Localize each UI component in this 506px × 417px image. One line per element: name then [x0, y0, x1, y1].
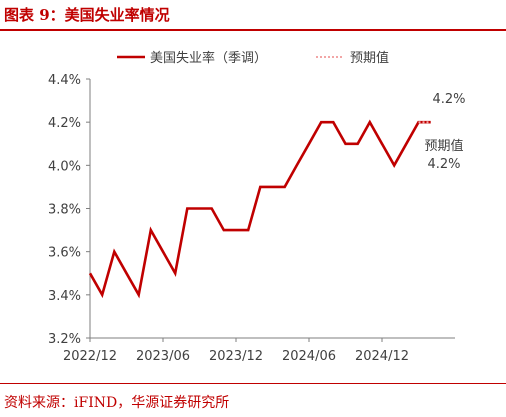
y-tick-label: 4.2%: [48, 116, 81, 131]
y-tick-label: 3.8%: [48, 203, 81, 218]
y-tick-label: 4.0%: [48, 159, 81, 174]
chart-axes: [89, 79, 455, 339]
unemployment-rate-line: [88, 119, 431, 299]
title-rule: [0, 29, 506, 31]
chart-legend: 美国失业率（季调） 预期值: [117, 50, 389, 66]
y-tick-label: 3.6%: [48, 246, 81, 261]
figure-title: 图表 9：美国失业率情况: [4, 6, 170, 24]
source-rule: [0, 383, 506, 384]
annotation-forecast-value: 4.2%: [427, 157, 460, 172]
unemployment-line-chart: 3.2% 3.4% 3.6% 3.8% 4.0% 4.2% 4.4% 2022/12 2023/…: [48, 50, 466, 364]
y-tick-label: 4.4%: [48, 73, 81, 88]
x-tick-label: 2023/06: [136, 349, 190, 364]
chart-series: [88, 119, 431, 299]
annotation-forecast-label: 预期值: [424, 138, 463, 154]
legend-label-unemployment: 美国失业率（季调）: [150, 50, 267, 66]
legend-label-forecast: 预期值: [350, 50, 389, 66]
x-tick-label: 2024/06: [282, 349, 336, 364]
annotation-actual-value: 4.2%: [432, 92, 465, 107]
x-tick-label: 2024/12: [355, 349, 409, 364]
chart-ticks: 3.2% 3.4% 3.6% 3.8% 4.0% 4.2% 4.4% 2022/12 2023/…: [48, 73, 409, 364]
chart-annotations: 4.2% 预期值 4.2%: [424, 92, 465, 172]
source-note: 资料来源：iFIND，华源证券研究所: [4, 395, 230, 411]
y-tick-label: 3.4%: [48, 289, 81, 304]
y-tick-label: 3.2%: [48, 332, 81, 347]
x-tick-label: 2022/12: [63, 349, 117, 364]
x-tick-label: 2023/12: [209, 349, 263, 364]
